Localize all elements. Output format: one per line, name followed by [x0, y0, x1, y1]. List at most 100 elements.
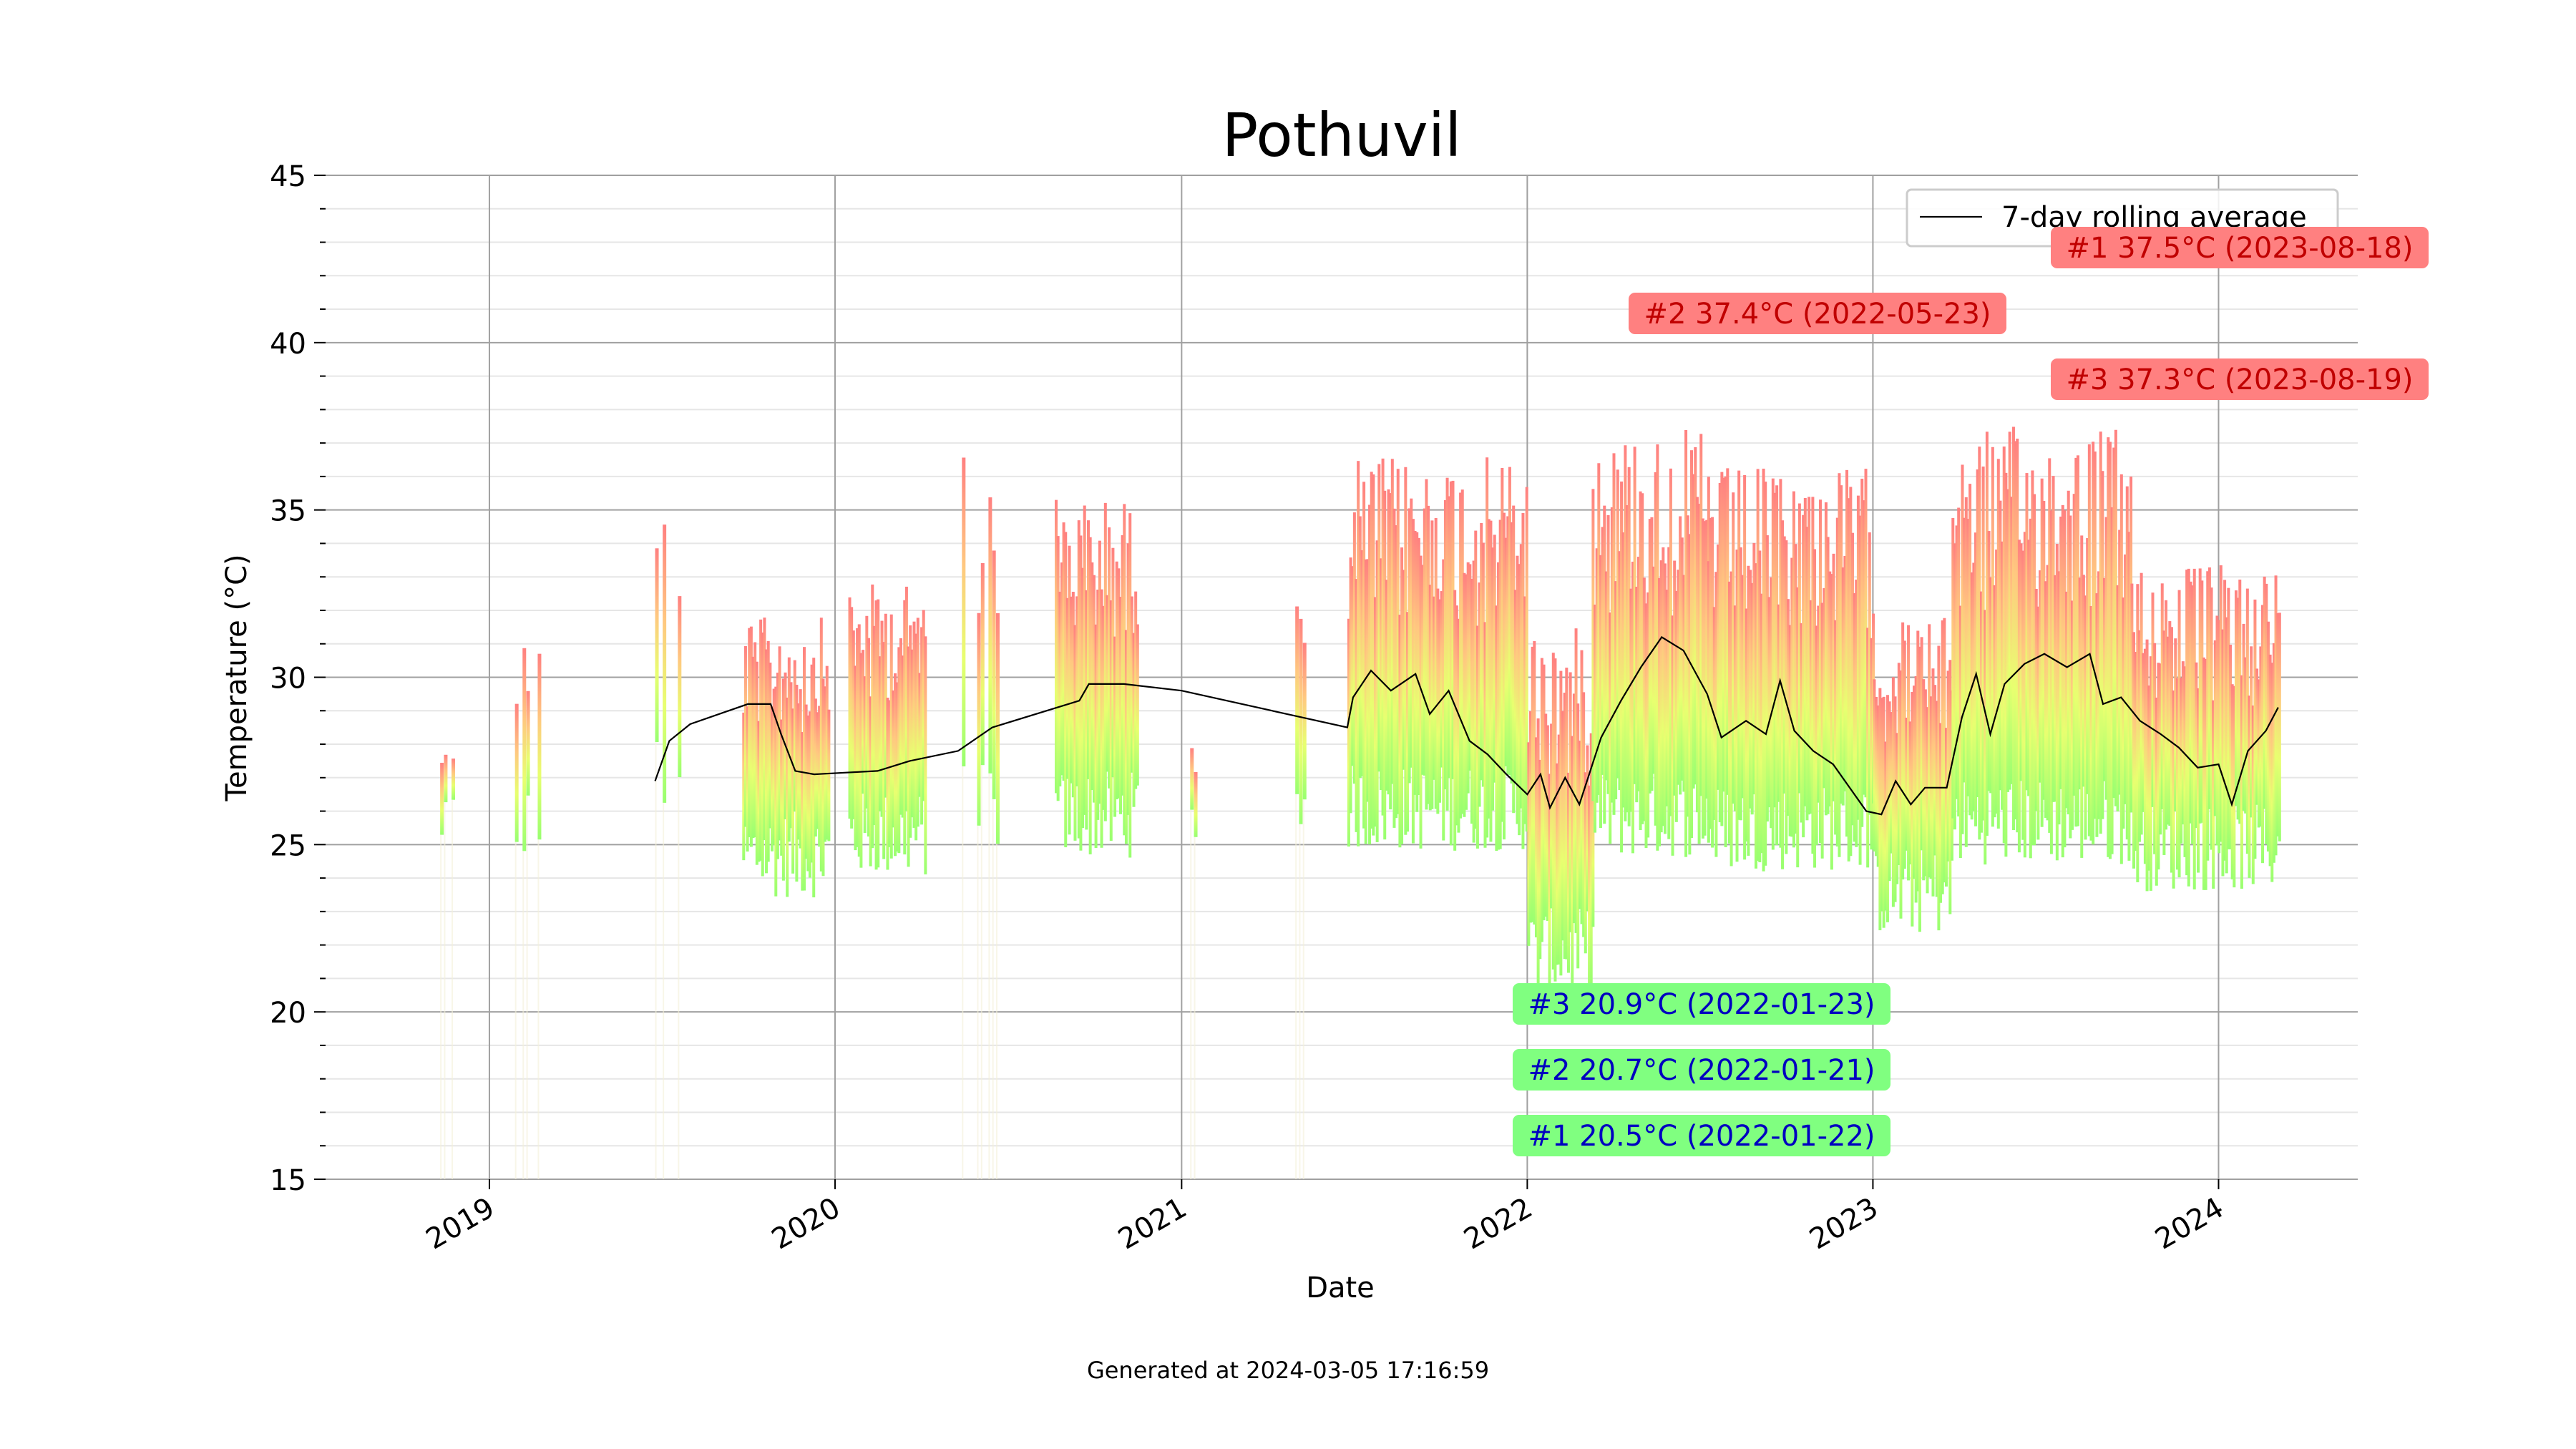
temperature-range-bar — [1460, 489, 1464, 814]
temperature-range-bar — [2213, 640, 2217, 816]
y-major-grid — [326, 175, 2358, 1180]
temperature-range-bar — [1396, 469, 1400, 814]
temperature-range-bar — [1493, 535, 1496, 783]
temperature-range-bar — [2137, 630, 2141, 842]
temperature-range-bar — [2089, 605, 2093, 841]
temperature-range-bar — [2149, 656, 2152, 891]
temperature-range-bar — [1811, 497, 1815, 854]
temperature-range-bar — [889, 614, 893, 859]
y-axis-label: Temperature (°C) — [220, 554, 253, 801]
temperature-range-bar — [2157, 663, 2160, 870]
temperature-range-bar — [2142, 653, 2145, 812]
temperature-range-bar — [1720, 472, 1724, 826]
temperature-range-bar — [755, 661, 758, 865]
temperature-range-bar — [1701, 518, 1704, 839]
temperature-range-bar — [880, 620, 884, 817]
temperature-range-bar — [1055, 499, 1058, 794]
temperature-range-bar — [2183, 666, 2187, 857]
faint-range-bar — [980, 765, 982, 1179]
temperature-range-bar — [1674, 590, 1678, 822]
temperature-range-bar — [1781, 520, 1785, 869]
temperature-range-bar — [884, 613, 887, 798]
temperature-range-bar — [1818, 499, 1822, 844]
temperature-range-bar — [1707, 561, 1710, 820]
temperature-range-bar — [2177, 590, 2181, 878]
temperature-range-bar — [1703, 521, 1707, 836]
temperature-range-bar — [2219, 565, 2223, 842]
temperature-range-bar — [2227, 587, 2230, 849]
temperature-range-bar — [1599, 555, 1602, 829]
temperature-range-bar — [907, 646, 910, 867]
temperature-range-bar — [2099, 431, 2102, 834]
temperature-range-bar — [1873, 679, 1876, 852]
faint-range-bar — [440, 834, 442, 1179]
temperature-range-bar — [1483, 622, 1487, 848]
temperature-range-bar — [1442, 559, 1445, 841]
temperature-range-bar — [770, 706, 774, 852]
temperature-range-bar — [1070, 596, 1073, 784]
temperature-range-bar — [1459, 492, 1463, 819]
temperature-range-bar — [1771, 478, 1775, 850]
temperature-range-bar — [1098, 540, 1101, 804]
temperature-range-bar — [1481, 542, 1485, 787]
temperature-range-bar — [1525, 487, 1528, 832]
faint-range-bar — [988, 773, 990, 1179]
temperature-range-bar — [859, 653, 863, 868]
temperature-range-bar — [1387, 489, 1390, 795]
temperature-range-bar — [1389, 493, 1392, 810]
temperature-range-bar — [1667, 547, 1671, 839]
temperature-range-bar — [895, 682, 899, 852]
temperature-range-bar — [1911, 692, 1914, 927]
temperature-range-bar — [2168, 621, 2172, 826]
temperature-range-bar — [1448, 496, 1451, 779]
temperature-range-bar — [1955, 525, 1958, 799]
temperature-range-bar — [1302, 643, 1307, 800]
temperature-range-bar — [1058, 591, 1062, 787]
temperature-range-bar — [1519, 544, 1523, 809]
temperature-range-bar — [1654, 472, 1657, 826]
temperature-range-bar — [2160, 583, 2164, 809]
temperature-range-bar — [2250, 646, 2253, 818]
temperature-range-bar — [2181, 661, 2185, 825]
temperature-range-bar — [1896, 733, 1899, 884]
temperature-range-bar — [1410, 498, 1413, 768]
temperature-range-bar — [1850, 532, 1854, 826]
temperature-range-bar — [1609, 612, 1612, 844]
temperature-range-bar — [778, 646, 781, 841]
temperature-range-bar — [1978, 447, 1981, 840]
temperature-range-bar — [1419, 555, 1423, 849]
temperature-range-bar — [825, 665, 829, 840]
temperature-range-bar — [1656, 444, 1659, 851]
temperature-range-bar — [1405, 612, 1409, 832]
temperature-range-bar — [1531, 646, 1534, 922]
temperature-range-bar — [1068, 545, 1071, 835]
temperature-range-bar — [1604, 571, 1608, 781]
temperature-range-bar — [850, 607, 854, 829]
temperature-range-bar — [1381, 458, 1385, 816]
temperature-range-bar — [1523, 596, 1527, 824]
temperature-range-bar — [1472, 560, 1475, 843]
temperature-range-bar — [848, 597, 852, 819]
temperature-range-bar — [871, 584, 874, 849]
temperature-range-bar — [1828, 571, 1832, 807]
temperature-range-bar — [2067, 490, 2070, 815]
temperature-range-bar — [748, 628, 751, 838]
temperature-range-bar — [1677, 570, 1680, 785]
temperature-range-bar — [1732, 492, 1735, 804]
faint-range-bar — [1194, 836, 1196, 1179]
temperature-range-bar — [2082, 575, 2085, 787]
temperature-range-bar — [1775, 485, 1779, 846]
temperature-range-bar — [1411, 519, 1415, 844]
temperature-range-bar — [1737, 470, 1741, 820]
temperature-range-bar — [1085, 590, 1088, 830]
temperature-range-bar — [761, 632, 764, 877]
temperature-range-bar — [1571, 736, 1574, 985]
faint-range-bar — [655, 742, 657, 1179]
temperature-range-bar — [1845, 469, 1849, 837]
temperature-range-bar — [1999, 500, 2002, 791]
temperature-range-bar — [1606, 514, 1610, 794]
temperature-range-bar — [1788, 625, 1792, 836]
temperature-range-bar — [1475, 625, 1479, 849]
temperature-range-bar — [2025, 473, 2029, 791]
temperature-range-bar — [1510, 522, 1513, 784]
